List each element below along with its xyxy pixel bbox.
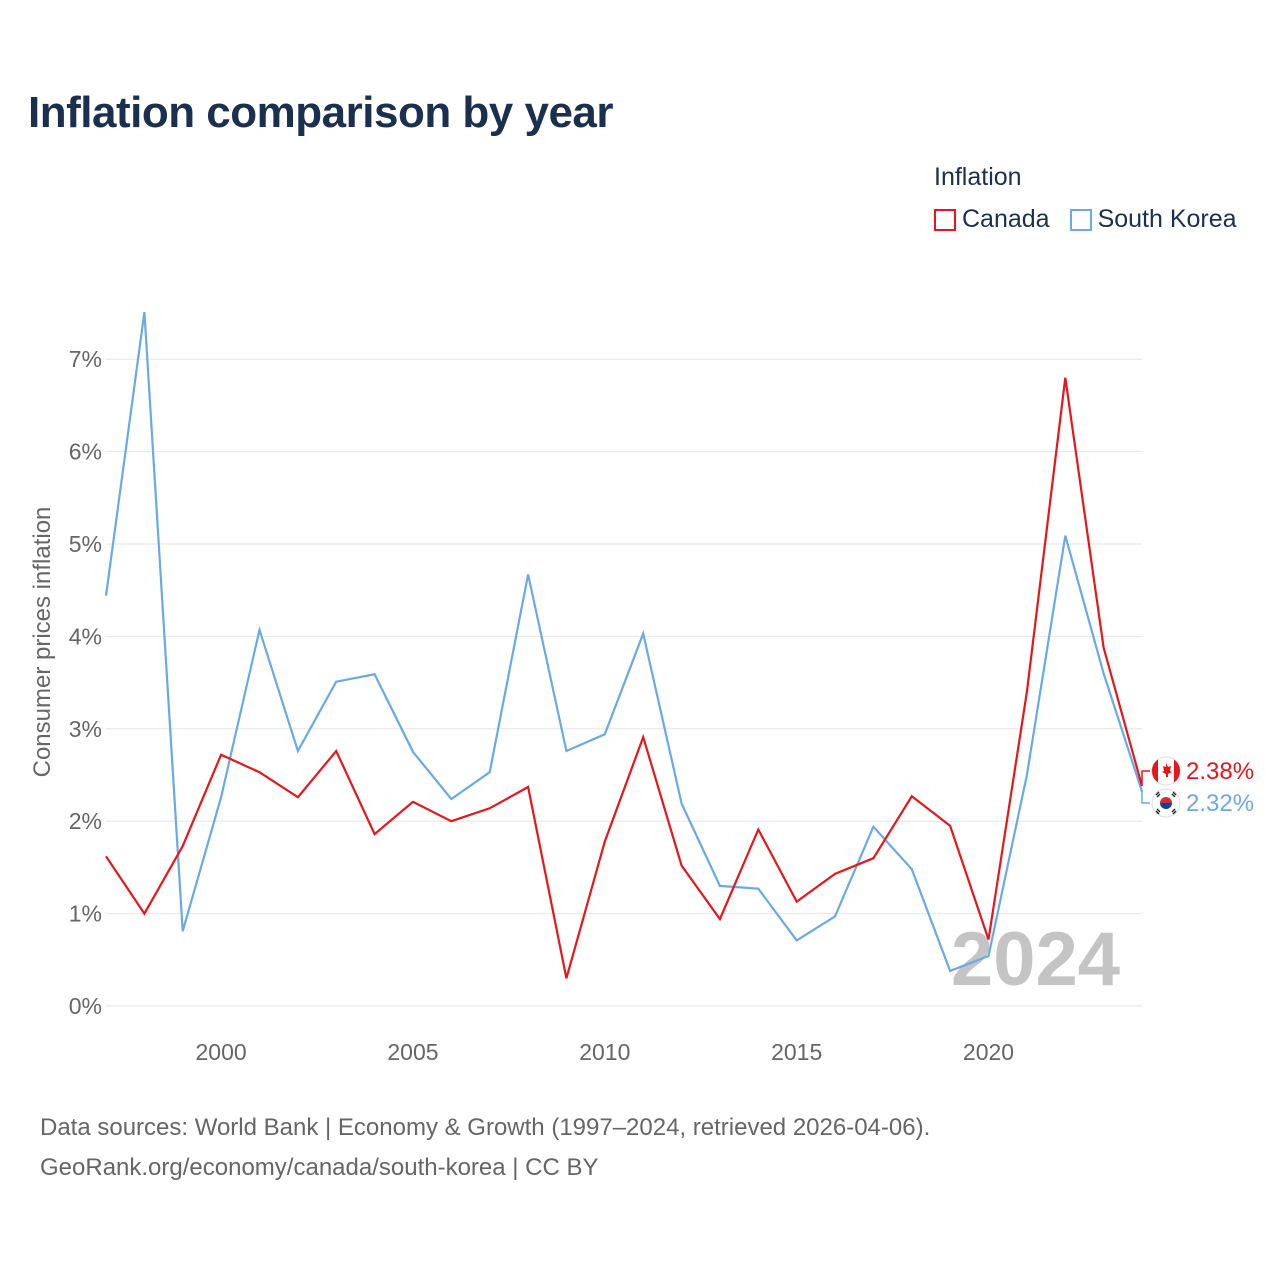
legend-item-canada[interactable]: Canada [934, 205, 1050, 234]
end-label-south-korea-value: 2.32% [1186, 790, 1254, 817]
south-korea-flag-icon [1151, 788, 1181, 818]
end-label-canada: 2.38% [1141, 756, 1254, 786]
y-tick-label: 1% [69, 901, 102, 927]
series-lines [104, 311, 1144, 979]
x-tick-label: 2005 [387, 1039, 438, 1065]
series-line-canada[interactable] [105, 377, 1144, 979]
source-line-1: Data sources: World Bank | Economy & Gro… [40, 1114, 931, 1141]
end-label-south-korea: 2.32% [1141, 788, 1254, 818]
x-tick-label: 2015 [771, 1039, 822, 1065]
source-line-2[interactable]: GeoRank.org/economy/canada/south-korea |… [40, 1154, 599, 1181]
y-tick-label: 3% [69, 716, 102, 742]
chart-title: Inflation comparison by year [28, 88, 614, 137]
grid-lines [106, 358, 1142, 1007]
x-tick-labels: 2000 2005 2010 2015 2020 [196, 1039, 1015, 1065]
legend: Canada South Korea [934, 205, 1237, 234]
legend-label-canada: Canada [962, 205, 1050, 233]
series-line-south-korea[interactable] [104, 311, 1144, 973]
source-note: Data sources: World Bank | Economy & Gro… [40, 1108, 930, 1188]
year-watermark: 2024 [951, 917, 1120, 1002]
legend-title: Inflation [934, 163, 1022, 191]
x-tick-label: 2020 [963, 1039, 1014, 1065]
legend-label-south-korea: South Korea [1097, 205, 1237, 233]
x-tick-label: 2000 [196, 1039, 247, 1065]
legend-swatch-canada [934, 208, 956, 231]
line-chart: 0% 1% 2% 3% 4% 5% 6% 7% 2000 2005 2010 2015 2020 20… [29, 311, 1254, 1065]
y-tick-label: 2% [69, 808, 102, 834]
canada-flag-icon [1151, 756, 1181, 786]
y-tick-label: 6% [69, 439, 102, 465]
legend-item-south-korea[interactable]: South Korea [1069, 205, 1237, 234]
y-tick-label: 5% [69, 531, 102, 557]
y-tick-label: 0% [69, 993, 102, 1019]
x-tick-label: 2010 [579, 1039, 630, 1065]
y-axis-label: Consumer prices inflation [29, 507, 56, 778]
y-tick-labels: 0% 1% 2% 3% 4% 5% 6% 7% [69, 346, 102, 1019]
end-label-canada-value: 2.38% [1186, 758, 1254, 785]
y-tick-label: 7% [69, 346, 102, 372]
legend-swatch-south-korea [1069, 208, 1092, 231]
y-tick-label: 4% [69, 623, 102, 649]
